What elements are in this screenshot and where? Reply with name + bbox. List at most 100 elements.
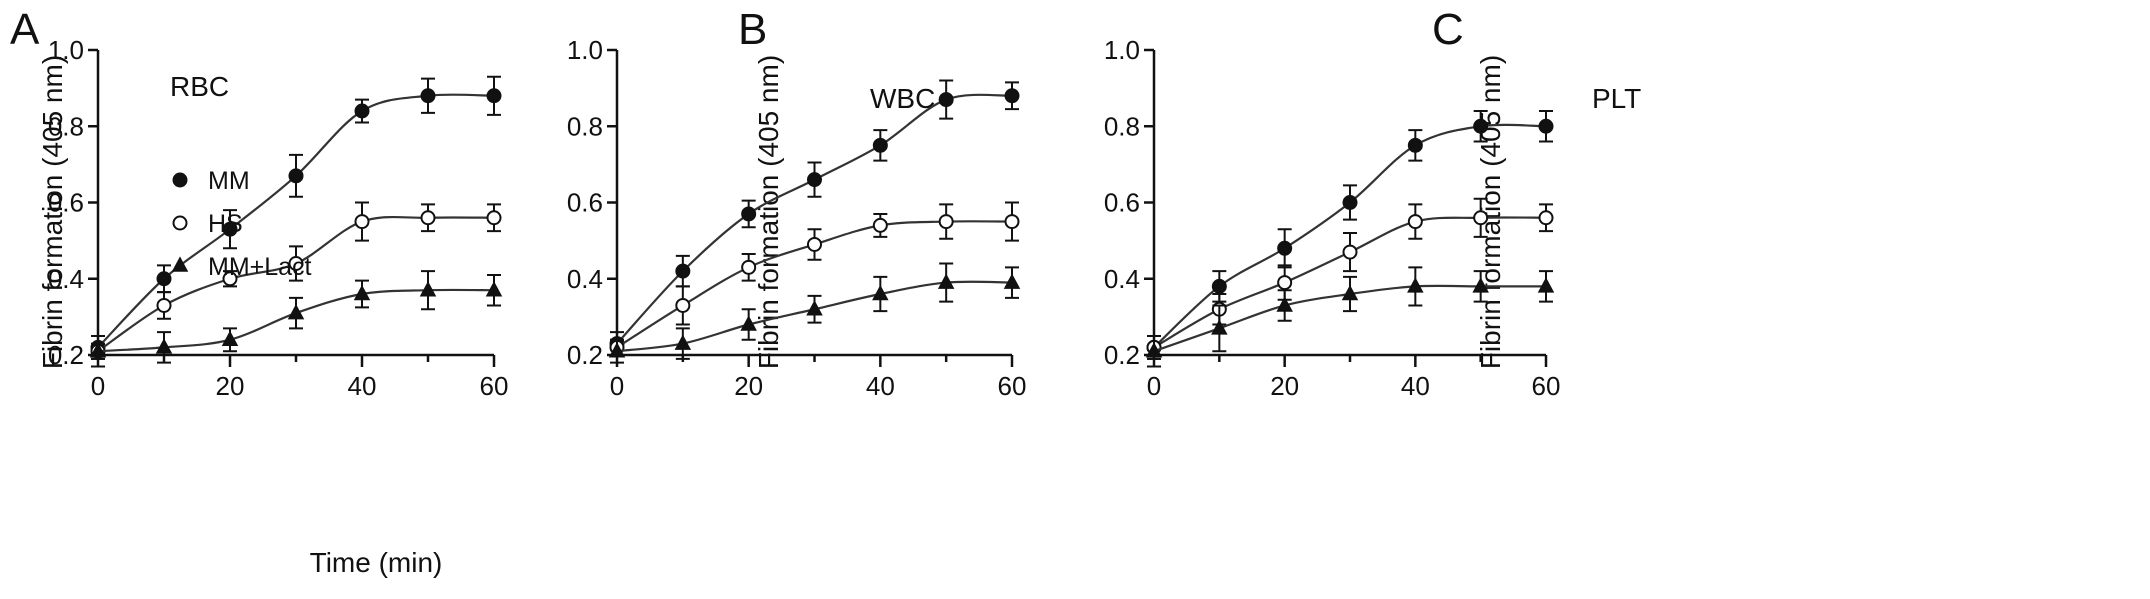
panel-a-mm-lact-point (419, 281, 437, 297)
panel-b-mm-point (938, 92, 954, 108)
panel-a-hs-point (288, 256, 304, 271)
panel-c-cell-label: PLT (1592, 83, 1641, 114)
panel-a-cell-label: RBC (170, 71, 229, 102)
panel-c-letter: C (1432, 5, 1464, 54)
panel-c-y-tick-label: 0.2 (1104, 340, 1140, 370)
panel-c-hs-point (1473, 210, 1489, 226)
panel-b-letter: B (738, 5, 767, 54)
panel-c-x-tick-label: 20 (1270, 371, 1299, 401)
panel-a-mm-lact-point (287, 303, 305, 320)
legend-marker-hs (172, 215, 188, 231)
panel-b-y-tick-label: 0.6 (567, 188, 603, 218)
panel-a-hs-point (420, 210, 436, 226)
panel-a-plot: 0.2 0.4 0.6 0.8 1.0 0 20 40 60 (48, 35, 509, 401)
panel-a: A RBC Fibrin formation (405 nm) Time (mi… (10, 5, 508, 578)
panel-b-hs-point (872, 217, 888, 233)
panel-c-mm-lact-point (1472, 277, 1489, 293)
panel-a-hs-point (354, 214, 370, 230)
panel-c-x-tick-label: 0 (1147, 371, 1161, 401)
panel-b-y-tick-label: 0.4 (567, 264, 603, 294)
panel-b-x-tick-label: 60 (998, 371, 1027, 401)
panel-b-mm-lact-point (1003, 273, 1021, 289)
panel-a-mm-lact-point (221, 330, 239, 346)
panel-b-mm-point (807, 172, 822, 188)
panel-a-x-tick-label: 60 (480, 371, 509, 401)
panel-c-mm-point (1342, 195, 1358, 210)
panel-c-mm-point (1211, 278, 1227, 294)
panel-a-x-axis-title: Time (min) (310, 547, 443, 578)
panel-a-x-tick-label: 20 (216, 371, 245, 401)
panel-c-hs-point (1407, 214, 1423, 230)
panel-a-hs-point (486, 210, 502, 226)
panel-b-x-tick-label: 20 (734, 371, 763, 401)
legend-label-mm: MM (208, 167, 250, 195)
panel-a-y-tick-label: 0.2 (48, 340, 84, 370)
panel-a-y-tick-label: 1.0 (48, 35, 84, 65)
panel-c-y-tick-label: 1.0 (1104, 35, 1140, 65)
panel-a-y-axis-title: Fibrin formation (405 nm) (37, 55, 68, 369)
panel-c-mm-lact-point (1537, 277, 1555, 293)
panel-c-hs-point (1277, 275, 1293, 291)
panel-a-y-tick-label: 0.6 (48, 188, 84, 218)
panel-c-x-tick-label: 40 (1401, 371, 1430, 401)
panel-c-mm-point (1407, 137, 1423, 153)
panel-a-mm-point (486, 88, 502, 104)
panel-b-mm-lact-point (740, 315, 757, 331)
panel-a-mm-point (420, 88, 436, 104)
panel-b-y-tick-label: 1.0 (567, 35, 603, 65)
panel-c-mm-lact-point (1341, 284, 1359, 301)
panel-b: B WBC Fibrin formation (405 nm) 0.20.40.… (567, 5, 1027, 401)
panel-b-x-tick-label: 40 (866, 371, 895, 401)
panel-a-hs-point (156, 297, 172, 313)
panel-c-mm-point (1473, 118, 1489, 134)
panel-a-mm-point (156, 271, 172, 287)
panel-c-y-tick-label: 0.4 (1104, 264, 1140, 294)
panel-a-mm-lact-point (89, 342, 107, 358)
panel-a-hs-point (222, 271, 238, 287)
panel-c-mm-lact-point (1211, 319, 1228, 335)
panel-b-mm-lact-point (937, 273, 955, 289)
panel-c-x-tick-label: 60 (1532, 371, 1561, 401)
panel-c-y-tick-label: 0.8 (1104, 111, 1140, 141)
panel-a-mm-point (222, 221, 238, 237)
panel-b-mm-lact-point (608, 342, 626, 358)
panel-b-mm-point (675, 263, 691, 279)
panel-b-mm-lact-point (806, 300, 823, 316)
legend-marker-mm-lact (171, 256, 189, 272)
panel-a-mm-lact-point (485, 281, 503, 297)
panel-a-y-tick-label: 0.8 (48, 111, 84, 141)
panel-a-mm-lact-point (155, 338, 173, 354)
panel-b-hs-point (741, 259, 757, 275)
panel-b-hs-point (938, 214, 954, 230)
panel-b-hs-point (675, 297, 691, 313)
panel-c-mm-point (1277, 240, 1293, 256)
panel-b-cell-label: WBC (870, 83, 935, 114)
legend-marker-mm (172, 172, 188, 188)
panel-c-mm-lact-point (1407, 277, 1424, 293)
legend: MM HS MM+Lact (171, 167, 312, 281)
panel-b-x-tick-label: 0 (610, 371, 624, 401)
panel-c: C PLT Fibrin formation (405 nm) 0.20.40.… (1104, 5, 1641, 401)
panel-a-letter: A (10, 5, 40, 54)
panel-b-y-tick-label: 0.8 (567, 111, 603, 141)
panel-c-mm-lact-point (1276, 296, 1293, 312)
panel-c-y-tick-label: 0.6 (1104, 188, 1140, 218)
panel-a-y-tick-label: 0.4 (48, 264, 84, 294)
panel-c-hs-point (1342, 244, 1358, 260)
panel-a-mm-point (354, 103, 370, 119)
panel-a-mm-point (288, 168, 304, 184)
panel-b-hs-point (807, 236, 822, 252)
panel-b-mm-lact-point (674, 334, 692, 350)
panel-c-mm-lact-point (1145, 342, 1163, 358)
panel-b-hs-point (1004, 214, 1020, 230)
panel-b-mm-point (1004, 88, 1020, 104)
panel-b-y-tick-label: 0.2 (567, 340, 603, 370)
panel-b-mm-lact-point (872, 284, 889, 301)
panel-c-hs-point (1538, 210, 1554, 226)
panel-a-mm-lact-point (353, 284, 371, 301)
legend-label-hs: HS (208, 210, 243, 238)
legend-label-mm-lact: MM+Lact (208, 253, 312, 281)
panel-a-x-tick-label: 40 (348, 371, 377, 401)
panel-b-mm-point (872, 137, 888, 153)
